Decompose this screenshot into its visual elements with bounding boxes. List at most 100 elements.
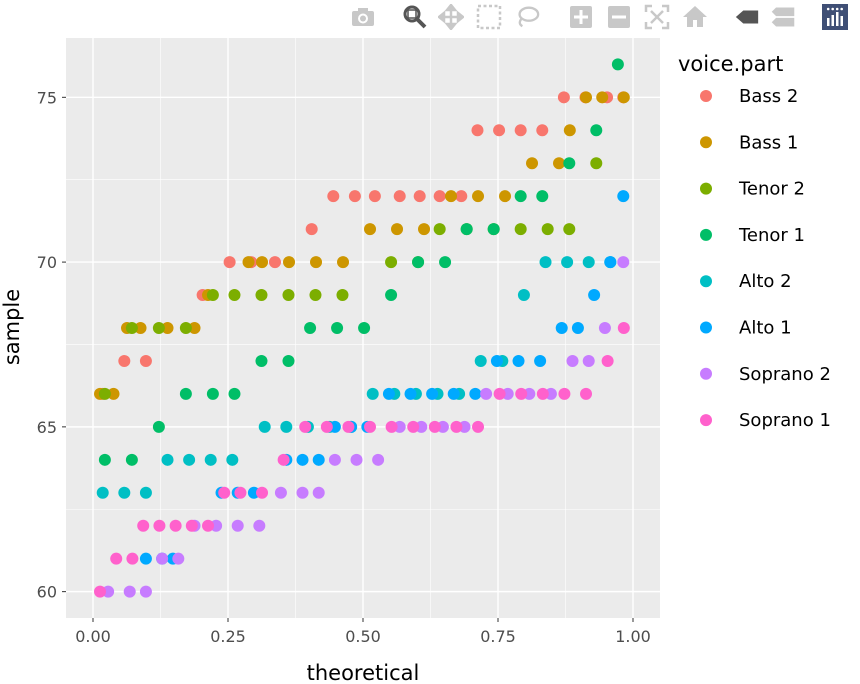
data-point[interactable] (499, 190, 512, 203)
data-point[interactable] (280, 420, 293, 433)
data-point[interactable] (413, 190, 426, 203)
data-point[interactable] (282, 289, 295, 302)
data-point[interactable] (558, 387, 571, 400)
zoom-out-icon[interactable] (606, 4, 632, 30)
data-point[interactable] (490, 354, 503, 367)
data-point[interactable] (320, 420, 333, 433)
data-point[interactable] (366, 387, 379, 400)
legend-item[interactable]: Bass 2 (700, 86, 798, 107)
data-point[interactable] (258, 420, 271, 433)
data-point[interactable] (256, 256, 269, 269)
legend-item[interactable]: Bass 1 (700, 132, 798, 153)
data-point[interactable] (312, 486, 325, 499)
data-point[interactable] (455, 190, 468, 203)
data-point[interactable] (536, 124, 549, 137)
lasso-select-icon[interactable] (514, 4, 540, 30)
data-point[interactable] (617, 190, 630, 203)
data-point[interactable] (328, 453, 341, 466)
data-point[interactable] (493, 124, 506, 137)
reset-axes-icon[interactable] (682, 4, 708, 30)
legend-item[interactable]: Soprano 1 (700, 410, 831, 431)
hover-compare-icon[interactable] (770, 4, 796, 30)
data-point[interactable] (342, 420, 355, 433)
data-point[interactable] (582, 256, 595, 269)
data-point[interactable] (469, 387, 482, 400)
data-point[interactable] (480, 387, 493, 400)
data-point[interactable] (231, 519, 244, 532)
data-point[interactable] (242, 256, 255, 269)
data-point[interactable] (566, 354, 579, 367)
data-point[interactable] (487, 223, 500, 236)
data-point[interactable] (404, 387, 417, 400)
data-point[interactable] (152, 322, 165, 334)
data-point[interactable] (582, 354, 595, 367)
data-point[interactable] (304, 322, 317, 334)
data-point[interactable] (299, 420, 312, 433)
data-point[interactable] (617, 322, 630, 334)
legend-item[interactable]: Soprano 2 (700, 364, 831, 385)
data-point[interactable] (555, 322, 568, 334)
data-point[interactable] (526, 157, 539, 170)
data-point[interactable] (536, 190, 549, 203)
data-point[interactable] (553, 157, 566, 170)
data-point[interactable] (472, 420, 485, 433)
data-point[interactable] (541, 223, 554, 236)
data-point[interactable] (372, 453, 385, 466)
data-point[interactable] (179, 322, 192, 334)
data-point[interactable] (331, 322, 344, 334)
data-point[interactable] (385, 256, 398, 269)
data-point[interactable] (156, 552, 169, 565)
data-point[interactable] (152, 420, 165, 433)
data-point[interactable] (580, 91, 593, 104)
data-point[interactable] (337, 256, 350, 269)
data-point[interactable] (223, 256, 236, 269)
data-point[interactable] (96, 486, 109, 499)
data-point[interactable] (183, 453, 196, 466)
data-point[interactable] (447, 387, 460, 400)
data-point[interactable] (296, 453, 309, 466)
camera-icon[interactable] (350, 4, 376, 30)
data-point[interactable] (125, 322, 138, 334)
hover-closest-icon[interactable] (734, 4, 760, 30)
data-point[interactable] (604, 256, 617, 269)
data-point[interactable] (139, 552, 152, 565)
data-point[interactable] (139, 585, 152, 598)
data-point[interactable] (98, 453, 111, 466)
data-point[interactable] (126, 552, 139, 565)
data-point[interactable] (534, 354, 547, 367)
data-point[interactable] (596, 91, 609, 104)
data-point[interactable] (588, 289, 601, 302)
data-point[interactable] (515, 387, 528, 400)
data-point[interactable] (601, 354, 614, 367)
data-point[interactable] (412, 256, 425, 269)
data-point[interactable] (277, 453, 290, 466)
data-point[interactable] (571, 322, 584, 334)
data-point[interactable] (309, 289, 322, 302)
data-point[interactable] (226, 453, 239, 466)
data-point[interactable] (204, 453, 217, 466)
data-point[interactable] (137, 519, 150, 532)
data-point[interactable] (255, 354, 268, 367)
data-point[interactable] (282, 354, 295, 367)
data-point[interactable] (202, 519, 215, 532)
data-point[interactable] (256, 486, 269, 499)
data-point[interactable] (385, 289, 398, 302)
data-point[interactable] (228, 387, 241, 400)
data-point[interactable] (107, 387, 120, 400)
data-point[interactable] (590, 124, 603, 137)
data-point[interactable] (283, 256, 296, 269)
data-point[interactable] (433, 223, 446, 236)
data-point[interactable] (172, 552, 185, 565)
data-point[interactable] (433, 190, 446, 203)
data-point[interactable] (169, 519, 182, 532)
data-point[interactable] (134, 322, 147, 334)
data-point[interactable] (445, 190, 458, 203)
data-point[interactable] (460, 223, 473, 236)
data-point[interactable] (385, 420, 398, 433)
zoom-icon[interactable] (402, 4, 428, 30)
data-point[interactable] (563, 223, 576, 236)
data-point[interactable] (310, 256, 323, 269)
box-select-icon[interactable] (476, 4, 502, 30)
data-point[interactable] (514, 223, 527, 236)
data-point[interactable] (536, 387, 549, 400)
